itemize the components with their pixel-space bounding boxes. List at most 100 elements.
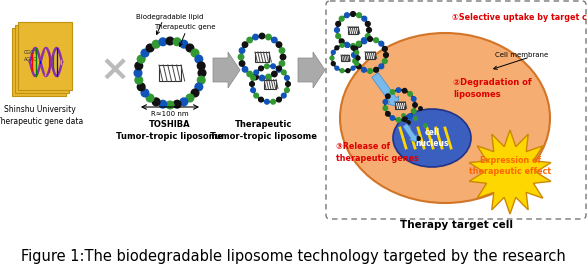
Circle shape xyxy=(345,13,349,18)
Text: Therapeutic
Tumor-tropic liposome: Therapeutic Tumor-tropic liposome xyxy=(211,120,318,141)
Text: Figure 1:The biodegradable liposome technology targeted by the research: Figure 1:The biodegradable liposome tech… xyxy=(21,249,565,263)
Circle shape xyxy=(272,37,277,43)
Circle shape xyxy=(152,98,160,106)
Circle shape xyxy=(330,56,334,60)
Circle shape xyxy=(356,64,361,69)
Circle shape xyxy=(191,49,199,57)
Circle shape xyxy=(335,46,339,50)
Circle shape xyxy=(159,38,167,46)
Circle shape xyxy=(396,118,401,122)
FancyBboxPatch shape xyxy=(15,25,69,93)
Circle shape xyxy=(396,88,401,92)
Text: Biodegradable lipid: Biodegradable lipid xyxy=(136,14,204,20)
Circle shape xyxy=(279,48,285,53)
Circle shape xyxy=(402,117,407,122)
Circle shape xyxy=(265,64,269,69)
Circle shape xyxy=(173,38,181,46)
Circle shape xyxy=(286,82,291,86)
Circle shape xyxy=(259,75,265,81)
Polygon shape xyxy=(298,52,325,88)
FancyBboxPatch shape xyxy=(264,80,276,88)
Circle shape xyxy=(159,100,167,108)
FancyBboxPatch shape xyxy=(326,1,586,219)
Circle shape xyxy=(411,109,416,113)
Circle shape xyxy=(390,116,394,120)
Circle shape xyxy=(134,69,142,77)
Circle shape xyxy=(365,22,370,26)
Circle shape xyxy=(350,11,355,17)
Circle shape xyxy=(367,69,372,73)
Circle shape xyxy=(152,40,160,48)
Text: ②Degradation of
liposomes: ②Degradation of liposomes xyxy=(453,78,532,99)
Circle shape xyxy=(402,88,407,93)
Circle shape xyxy=(346,43,350,47)
Circle shape xyxy=(141,49,149,57)
Circle shape xyxy=(186,44,194,52)
FancyBboxPatch shape xyxy=(18,22,72,90)
Circle shape xyxy=(276,66,281,71)
Circle shape xyxy=(386,94,390,99)
Circle shape xyxy=(362,38,366,43)
Circle shape xyxy=(345,42,349,47)
Circle shape xyxy=(335,66,339,70)
Circle shape xyxy=(367,37,372,41)
Circle shape xyxy=(253,74,258,80)
Ellipse shape xyxy=(340,33,550,203)
Circle shape xyxy=(239,48,245,53)
Text: CGGT
AGAC: CGGT AGAC xyxy=(24,50,38,62)
FancyBboxPatch shape xyxy=(159,65,181,81)
Circle shape xyxy=(166,101,174,109)
Circle shape xyxy=(379,64,384,69)
Circle shape xyxy=(408,114,412,118)
Circle shape xyxy=(266,34,271,40)
Circle shape xyxy=(367,28,372,32)
Circle shape xyxy=(350,44,355,48)
FancyBboxPatch shape xyxy=(365,52,375,59)
Circle shape xyxy=(351,46,355,50)
Circle shape xyxy=(353,59,357,64)
Circle shape xyxy=(198,69,206,77)
Circle shape xyxy=(137,55,145,63)
Circle shape xyxy=(331,62,335,66)
Circle shape xyxy=(276,97,281,102)
Circle shape xyxy=(390,90,394,94)
Text: Expression of
therapeutic effect: Expression of therapeutic effect xyxy=(469,156,551,176)
Circle shape xyxy=(353,46,357,51)
FancyBboxPatch shape xyxy=(348,27,358,34)
Circle shape xyxy=(166,37,174,45)
Circle shape xyxy=(146,94,154,102)
Circle shape xyxy=(379,41,384,46)
Circle shape xyxy=(339,39,344,44)
Circle shape xyxy=(141,89,149,97)
Circle shape xyxy=(351,66,355,70)
FancyArrow shape xyxy=(403,123,417,142)
Circle shape xyxy=(336,34,340,39)
Text: Shinshu University
Therapeutic gene data: Shinshu University Therapeutic gene data xyxy=(0,105,83,126)
Text: ③Release of
therapeutic genes: ③Release of therapeutic genes xyxy=(336,142,419,163)
Circle shape xyxy=(271,99,275,104)
Circle shape xyxy=(281,70,286,75)
Circle shape xyxy=(280,54,286,60)
Circle shape xyxy=(259,33,265,39)
Circle shape xyxy=(331,50,335,54)
Circle shape xyxy=(247,71,252,77)
Circle shape xyxy=(197,76,205,84)
Text: ①Selective uptake by target cell: ①Selective uptake by target cell xyxy=(452,13,587,22)
Circle shape xyxy=(247,37,252,43)
Circle shape xyxy=(352,53,356,57)
Circle shape xyxy=(279,61,285,66)
Circle shape xyxy=(336,22,340,26)
FancyArrow shape xyxy=(372,73,399,106)
Circle shape xyxy=(383,53,389,57)
Circle shape xyxy=(413,103,417,107)
Circle shape xyxy=(259,66,264,71)
Circle shape xyxy=(271,64,275,69)
Circle shape xyxy=(276,42,282,47)
Circle shape xyxy=(362,16,367,21)
Text: Cell membrane: Cell membrane xyxy=(495,52,548,58)
Circle shape xyxy=(186,94,194,102)
Text: cell
nucleus: cell nucleus xyxy=(415,128,448,148)
Circle shape xyxy=(254,70,258,75)
Circle shape xyxy=(191,89,199,97)
Circle shape xyxy=(374,67,379,72)
